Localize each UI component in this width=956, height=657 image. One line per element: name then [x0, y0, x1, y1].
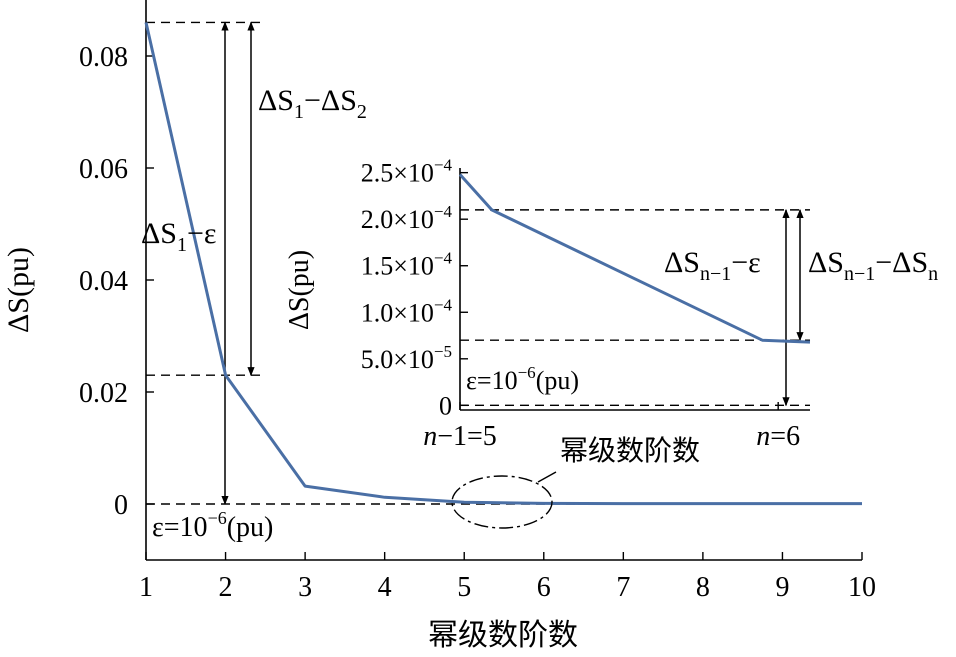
main-y-tick-label: 0.06	[79, 154, 128, 185]
inset-y-tick-label: 1.5×10−4	[361, 249, 453, 281]
main-x-tick-label: 7	[616, 572, 630, 603]
main-zoom-ellipse	[451, 475, 553, 529]
main-y-tick-label: 0.02	[79, 378, 128, 409]
inset-y-axis-title: ΔS(pu)	[284, 250, 315, 330]
inset-x-tick-label: n−1=5	[423, 421, 497, 452]
main-x-tick-label: 5	[457, 572, 471, 603]
main-x-tick-label: 3	[298, 572, 312, 603]
main-delta1eps-label: ΔS1−ε	[141, 217, 217, 256]
main-series-line	[144, 22, 862, 506]
main-chart: 1 2 3 4 5 6 7 8 9 10 0 0.02 0.04 0.06 0.08 ΔS1−ΔS2 ΔS…	[2, 0, 876, 653]
inset-chart: n−1=5 n=6 0 5.0×10−5 1.0×10−4 1.5×10−4 2.0×10…	[284, 156, 938, 452]
main-y-tick-label: 0.08	[79, 42, 128, 73]
main-x-tick-label: 10	[848, 572, 876, 603]
main-y-ticks: 0 0.02 0.04 0.06 0.08	[79, 42, 154, 521]
inset-eps-label: ε=10−6(pu)	[466, 363, 579, 395]
inset-y-ticks: 0 5.0×10−5 1.0×10−4 1.5×10−4 2.0×10−4 2.5×10−…	[361, 156, 468, 420]
inset-y-tick-label: 5.0×10−5	[361, 342, 452, 374]
main-y-tick-label: 0	[114, 490, 128, 521]
main-x-tick-label: 2	[219, 572, 233, 603]
main-zoom-leader	[537, 471, 557, 483]
inset-deltaNeps-label: ΔSn−1−ε	[664, 246, 761, 285]
main-ellipse-label: 幂级数阶数	[560, 434, 700, 467]
main-x-tick-label: 8	[696, 572, 710, 603]
inset-x-ticks: n−1=5 n=6	[423, 402, 800, 452]
main-x-tick-label: 1	[139, 572, 153, 603]
inset-x-tick-label: n=6	[756, 421, 800, 452]
main-y-tick-label: 0.04	[79, 266, 128, 297]
main-eps-label: ε=10−6(pu)	[152, 508, 273, 543]
main-x-tick-label: 9	[775, 572, 789, 603]
inset-y-tick-label: 2.0×10−4	[361, 202, 453, 234]
main-x-axis-title: 幂级数阶数	[428, 618, 578, 653]
main-x-tick-label: 4	[378, 572, 392, 603]
main-delta12-label: ΔS1−ΔS2	[258, 84, 367, 123]
main-x-ticks: 1 2 3 4 5 6 7 8 9 10	[139, 552, 876, 603]
inset-deltaN-label: ΔSn−1−ΔSn	[808, 246, 938, 285]
inset-y-tick-label: 1.0×10−4	[361, 295, 453, 327]
main-y-axis-title: ΔS(pu)	[2, 247, 35, 333]
main-x-tick-label: 6	[537, 572, 551, 603]
inset-series-line	[458, 173, 811, 344]
inset-y-tick-label: 2.5×10−4	[361, 156, 453, 188]
inset-y-tick-label: 0	[439, 391, 452, 420]
